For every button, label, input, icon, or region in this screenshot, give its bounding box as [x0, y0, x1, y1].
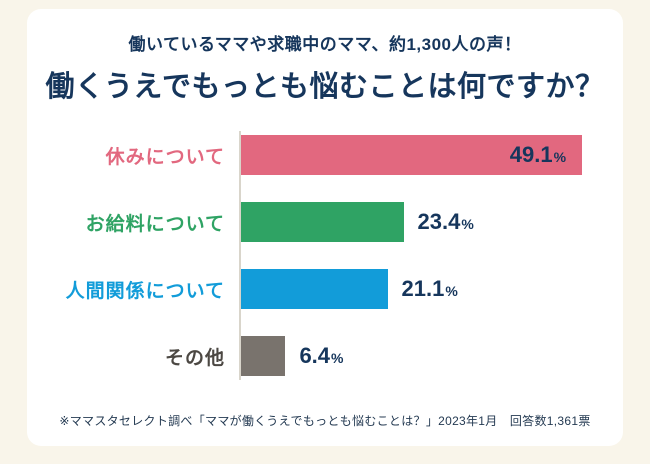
bar-value: 23.4% — [417, 209, 474, 234]
chart-title: 働くうえでもっとも悩むことは何ですか？ — [45, 71, 605, 103]
bar-value: 21.1% — [401, 276, 458, 301]
bar-other — [241, 336, 286, 376]
bar-track: 6.4% — [239, 336, 623, 376]
bar-row: お給料について 23.4% — [27, 202, 623, 242]
bar-value: 6.4% — [299, 343, 344, 368]
bar-chart: 休みについて 49.1% お給料について 23.4% 人間関係について 21.1… — [27, 131, 623, 380]
bar-row: 人間関係について 21.1% — [27, 269, 623, 309]
bar-vacation: 49.1% — [241, 135, 583, 175]
bar-relationships — [241, 269, 388, 309]
bar-category-label: 人間関係について — [65, 280, 225, 302]
chart-subtitle: 働いているママや求職中のママ、約1,300人の声！ — [128, 35, 522, 54]
bar-category-label: その他 — [164, 347, 225, 369]
bar-track: 21.1% — [239, 269, 623, 309]
bar-row: その他 6.4% — [27, 336, 623, 376]
bar-track: 49.1% — [239, 135, 623, 175]
chart-footnote: ※ママスタセレクト調べ「ママが働くうえでもっとも悩むことは？」2023年1月 回… — [59, 414, 591, 428]
chart-card: 働いているママや求職中のママ、約1,300人の声！ 働くうえでもっとも悩むことは… — [27, 9, 623, 446]
chart-baseline — [239, 131, 241, 380]
bar-category-label: お給料について — [85, 213, 225, 235]
bar-row: 休みについて 49.1% — [27, 135, 623, 175]
bar-track: 23.4% — [239, 202, 623, 242]
bar-salary — [241, 202, 404, 242]
bar-category-label: 休みについて — [105, 146, 225, 168]
bar-value: 49.1% — [509, 142, 567, 167]
